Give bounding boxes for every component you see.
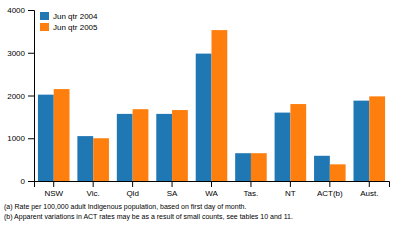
plot: 0 1000 2000 3000 4000 NSW Vic. Qld SA WA Tas. NT ACT… <box>7 6 389 198</box>
x-tick-mark <box>250 181 251 187</box>
x-tick: Vic. <box>87 181 100 198</box>
x-tick-mark <box>53 181 54 187</box>
x-tick: Tas. <box>244 181 259 198</box>
chart: 0 1000 2000 3000 4000 NSW Vic. Qld SA WA Tas. NT ACT… <box>0 0 397 227</box>
y-tick-label: 1000 <box>7 134 25 143</box>
legend: Jun qtr 2004 Jun qtr 2005 <box>40 12 98 32</box>
y-tick-mark <box>28 96 34 97</box>
x-tick-label: NSW <box>44 189 63 198</box>
bar <box>251 153 267 181</box>
bar <box>38 95 54 181</box>
x-tick-mark <box>172 181 173 187</box>
y-tick-mark <box>28 138 34 139</box>
y-axis-line <box>28 11 35 182</box>
legend-label: Jun qtr 2005 <box>53 23 98 32</box>
bar <box>172 110 188 181</box>
footnotes: (a) Rate per 100,000 adult Indigenous po… <box>4 203 293 221</box>
y-tick: 1000 <box>7 134 34 143</box>
bar <box>330 164 346 181</box>
legend-item: Jun qtr 2005 <box>40 23 98 32</box>
y-tick: 3000 <box>7 49 34 58</box>
x-tick-mark <box>290 181 291 187</box>
x-axis-line <box>35 182 390 188</box>
bar <box>290 104 306 181</box>
y-tick-label: 4000 <box>7 6 25 15</box>
y-tick-mark <box>28 53 34 54</box>
bar <box>212 30 228 181</box>
footnote: (b) Apparent variations in ACT rates may… <box>4 213 293 221</box>
bar <box>156 114 172 181</box>
x-tick: Aust. <box>360 181 378 198</box>
x-tick-label: Vic. <box>87 189 100 198</box>
bar-series <box>38 54 369 181</box>
x-tick: Qld <box>126 181 138 198</box>
y-tick: 4000 <box>7 6 34 15</box>
bar <box>369 96 385 181</box>
x-tick-label: Qld <box>126 189 138 198</box>
legend-swatch <box>40 23 49 31</box>
bar <box>275 113 291 181</box>
legend-label: Jun qtr 2004 <box>53 12 98 21</box>
x-tick-mark <box>329 181 330 187</box>
x-tick-label: NT <box>285 189 296 198</box>
legend-item: Jun qtr 2004 <box>40 12 98 21</box>
y-tick-mark <box>28 10 34 11</box>
x-tick-mark <box>93 181 94 187</box>
bar <box>54 89 70 181</box>
bar <box>77 136 93 181</box>
bar <box>93 138 109 181</box>
y-axis: 0 1000 2000 3000 4000 <box>7 6 34 186</box>
bar-series <box>54 30 385 181</box>
bar <box>117 114 133 181</box>
bar <box>196 54 212 181</box>
x-tick: NSW <box>44 181 63 198</box>
y-tick: 0 <box>21 177 34 186</box>
x-tick-mark <box>132 181 133 187</box>
bars <box>38 30 385 181</box>
y-tick-label: 2000 <box>7 92 25 101</box>
x-tick-label: Aust. <box>360 189 378 198</box>
footnote: (a) Rate per 100,000 adult Indigenous po… <box>4 203 246 211</box>
y-tick-label: 3000 <box>7 49 25 58</box>
x-tick-label: SA <box>167 189 178 198</box>
x-tick-label: WA <box>205 189 218 198</box>
x-tick-label: ACT(b) <box>317 189 343 198</box>
x-tick: ACT(b) <box>317 181 343 198</box>
x-tick: NT <box>285 181 296 198</box>
bar <box>133 109 149 181</box>
x-tick-label: Tas. <box>244 189 259 198</box>
bar <box>235 153 251 181</box>
x-tick-mark <box>369 181 370 187</box>
y-tick-mark <box>28 181 34 182</box>
x-axis: NSW Vic. Qld SA WA Tas. NT ACT(b) Aust. <box>35 181 390 198</box>
bar <box>354 101 370 181</box>
y-tick: 2000 <box>7 92 34 101</box>
x-tick: SA <box>167 181 178 198</box>
legend-swatch <box>40 12 49 20</box>
x-tick-mark <box>211 181 212 187</box>
x-tick: WA <box>205 181 218 198</box>
y-tick-label: 0 <box>21 177 26 186</box>
bar <box>314 156 330 181</box>
